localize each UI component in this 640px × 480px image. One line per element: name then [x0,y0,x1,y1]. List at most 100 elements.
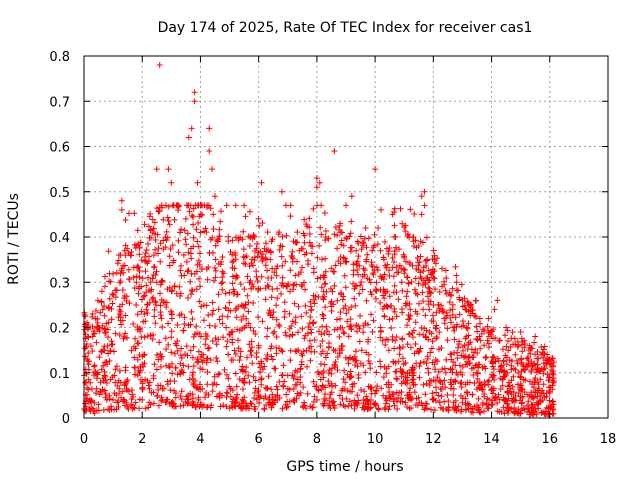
data-point [460,322,467,329]
data-point [478,380,485,387]
data-point [251,395,258,402]
data-point [453,279,460,286]
data-point [247,234,254,241]
data-point [534,355,541,362]
data-point [539,387,546,394]
data-point [314,275,321,282]
data-point [143,306,150,313]
data-point [103,396,110,403]
data-point [108,403,115,410]
data-point [485,315,492,322]
data-point [277,290,284,297]
data-point [220,270,227,277]
data-point [496,337,503,344]
data-point [374,383,381,390]
data-point [233,272,240,279]
data-point [322,234,329,240]
data-point [187,245,194,252]
data-point [373,369,380,376]
data-point [247,348,254,355]
data-point [398,279,405,286]
data-point [162,399,169,406]
data-point [428,271,435,278]
data-point [348,323,355,330]
data-point [308,306,315,313]
data-point [415,394,422,401]
data-point [359,273,366,280]
data-point [252,377,259,384]
data-point [112,366,119,373]
data-point [435,392,442,399]
data-point [327,391,334,398]
data-point [420,298,427,305]
data-point [246,379,253,386]
data-point [546,389,553,396]
data-point [540,381,547,388]
data-point [168,310,175,317]
data-point [473,323,480,330]
data-point [202,331,209,338]
data-point [321,281,328,288]
data-point [249,360,256,367]
data-point [274,392,281,399]
data-point [167,387,174,394]
data-point [341,255,348,262]
data-point [83,395,90,402]
data-point [536,367,543,374]
data-point [461,302,468,309]
data-point [407,306,414,313]
data-point [484,337,491,344]
data-point [188,308,195,315]
data-point [425,336,432,343]
data-point [150,389,157,396]
data-point [169,242,176,249]
data-point [331,231,338,238]
data-point [286,288,293,295]
data-point [105,304,112,311]
data-point [212,323,219,330]
data-point [189,372,196,379]
data-point [361,406,368,413]
data-point [406,331,413,338]
data-point [279,348,286,355]
data-point [176,202,183,209]
data-point [136,268,143,275]
data-point [318,284,325,291]
data-point [309,404,316,411]
data-point [430,396,437,403]
data-point [495,391,502,398]
data-point [100,362,107,369]
data-point [439,406,446,413]
data-point [327,300,334,307]
data-point [399,309,406,316]
data-point [465,320,472,327]
data-point [520,376,527,383]
data-point [223,403,230,410]
data-point [378,275,385,282]
data-point [145,274,152,281]
data-point [180,369,187,376]
data-point [338,387,345,394]
data-point [206,250,213,257]
data-point [412,341,419,348]
data-point [150,252,157,259]
chart-title: Day 174 of 2025, Rate Of TEC Index for r… [158,20,533,36]
data-point [326,367,333,374]
data-point [296,247,303,254]
data-point [129,393,136,400]
data-point [233,314,240,321]
data-point [118,265,125,272]
data-point [436,289,443,296]
data-point [397,395,404,402]
data-point [307,298,314,305]
data-point [384,303,391,310]
data-point [344,318,351,325]
data-point [155,386,162,393]
data-point [90,328,97,335]
data-point [500,357,507,364]
data-point [89,310,96,317]
data-point [396,262,403,269]
data-point [375,406,382,413]
data-point [118,394,125,401]
data-point [367,365,374,372]
